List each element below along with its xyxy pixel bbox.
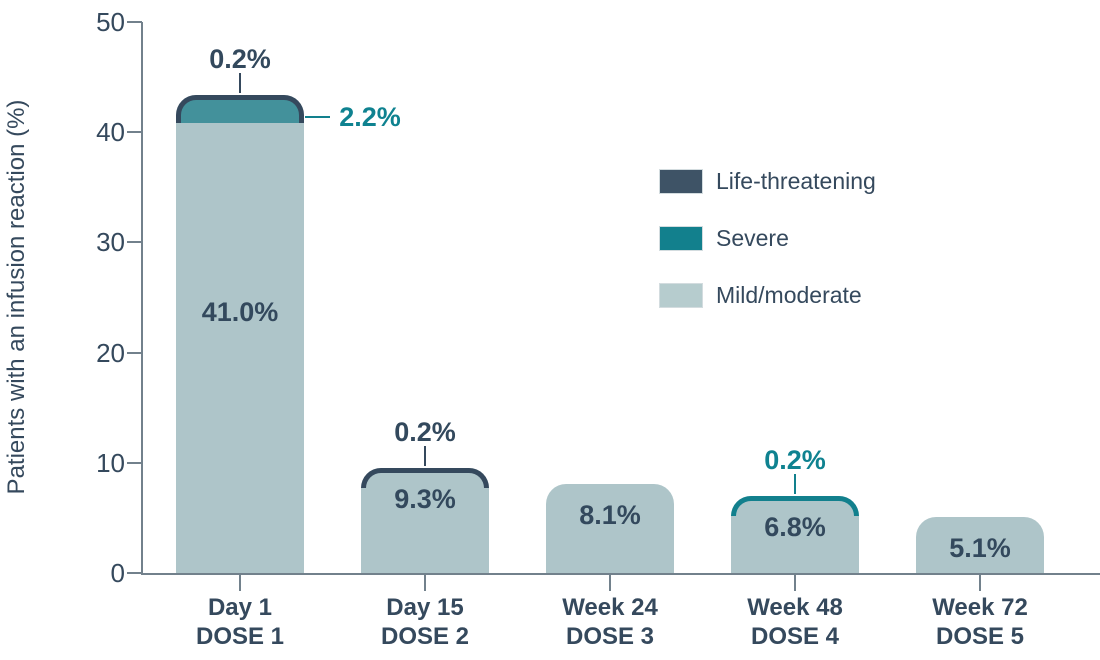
legend-swatch-life_threatening [659, 169, 703, 194]
y-tick [127, 461, 142, 464]
bar-cap-life-threatening [361, 468, 489, 489]
x-axis-label-line2: DOSE 4 [750, 623, 840, 650]
legend-item-severe: Severe [659, 225, 876, 252]
y-tick [127, 131, 142, 134]
y-tick-label: 30 [96, 227, 125, 258]
legend-swatch-severe [659, 226, 703, 251]
x-axis-label-line2: DOSE 3 [565, 623, 655, 650]
y-tick-label: 20 [96, 337, 125, 368]
y-tick-label: 40 [96, 117, 125, 148]
x-tick [794, 575, 796, 591]
x-axis-label-line2: DOSE 5 [935, 623, 1025, 650]
y-tick-label: 0 [110, 558, 125, 588]
x-axis-line [141, 573, 1100, 575]
bar-cap-severe [731, 495, 859, 516]
callout-label-severe: 0.2% [764, 444, 826, 475]
x-axis-label-line1: Week 72 [932, 594, 1028, 621]
x-axis-label-line1: Day 15 [386, 594, 464, 621]
callout-label-life_threatening: 0.2% [209, 43, 271, 74]
x-tick [424, 575, 426, 591]
x-tick [979, 575, 981, 591]
legend-label-severe: Severe [716, 225, 789, 251]
x-axis-label-line1: Day 1 [207, 594, 273, 621]
value-label-mild: 6.8% [764, 511, 826, 542]
callout-label-severe: 2.2% [339, 102, 401, 133]
value-label-mild: 5.1% [949, 532, 1011, 563]
callout-line-life_threatening [239, 72, 241, 93]
bar-cap-life-threatening [176, 94, 304, 124]
value-label-mild: 41.0% [201, 296, 279, 327]
y-tick [127, 572, 142, 574]
value-label-mild: 9.3% [394, 484, 456, 515]
x-axis-label-line2: DOSE 1 [195, 623, 285, 650]
y-tick-label: 50 [96, 7, 125, 37]
bar-day-1-dose-1 [176, 94, 304, 573]
legend-label-mild_moderate: Mild/moderate [716, 282, 862, 308]
x-axis-label-line2: DOSE 2 [380, 623, 470, 650]
value-label-mild: 8.1% [579, 499, 641, 530]
x-axis-label-line1: Week 48 [747, 594, 843, 621]
callout-line-severe [794, 473, 796, 494]
y-tick [127, 241, 142, 244]
x-axis-label-1: Day 1 DOSE 1 [155, 593, 325, 651]
callout-line-life_threatening [424, 446, 426, 467]
y-tick [127, 21, 142, 23]
x-tick [609, 575, 611, 591]
callout-label-life_threatening: 0.2% [394, 417, 456, 448]
x-axis-label-4: Week 48 DOSE 4 [710, 593, 880, 651]
x-axis-label-5: Week 72 DOSE 5 [895, 593, 1065, 651]
bar-week-72-dose-5 [916, 516, 1044, 573]
legend-item-life_threatening: Life-threatening [659, 168, 876, 195]
y-axis-line [141, 22, 143, 575]
callout-line-severe [305, 116, 330, 119]
bar-day-15-dose-2 [361, 468, 489, 573]
legend: Life-threatening Severe Mild/moderate [659, 168, 876, 339]
legend-label-life_threatening: Life-threatening [716, 168, 876, 194]
x-axis-label-line1: Week 24 [562, 594, 658, 621]
x-tick [239, 575, 241, 591]
bar-week-48-dose-4 [731, 495, 859, 573]
y-tick-label: 10 [96, 447, 125, 478]
legend-swatch-mild_moderate [659, 283, 703, 308]
x-axis-label-2: Day 15 DOSE 2 [340, 593, 510, 651]
legend-item-mild_moderate: Mild/moderate [659, 282, 876, 309]
y-tick [127, 351, 142, 354]
x-axis-label-3: Week 24 DOSE 3 [525, 593, 695, 651]
bar-week-24-dose-3 [546, 483, 674, 573]
